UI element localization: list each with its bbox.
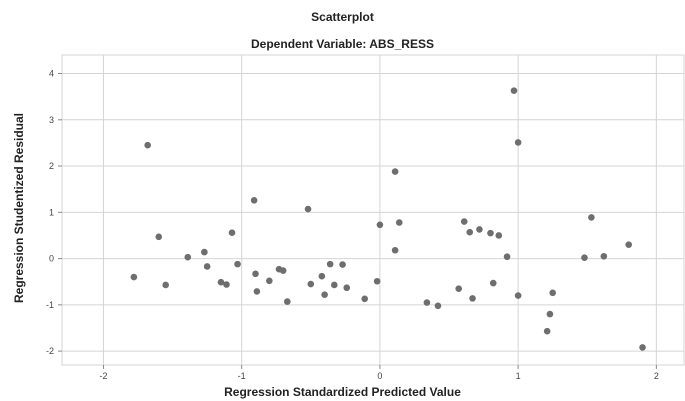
data-point	[330, 281, 338, 289]
data-point	[625, 241, 633, 249]
data-point	[253, 288, 261, 295]
data-point	[434, 302, 442, 310]
data-point	[495, 232, 503, 239]
y-tick-label: 4	[49, 69, 54, 79]
x-axis-label: Regression Standardized Predicted Value	[224, 385, 461, 399]
data-point	[549, 289, 556, 297]
data-point	[252, 270, 259, 278]
data-point	[326, 260, 334, 268]
y-tick-label: 1	[49, 207, 54, 217]
data-point	[489, 279, 497, 287]
chart-title: Scatterplot	[311, 10, 374, 24]
data-point	[284, 298, 291, 305]
y-tick-label: -1	[46, 300, 54, 310]
data-point	[250, 196, 258, 204]
data-point	[600, 252, 608, 260]
data-points	[130, 87, 646, 351]
data-point	[162, 281, 169, 289]
data-point	[391, 246, 399, 254]
data-point	[339, 261, 346, 268]
data-point	[466, 228, 474, 236]
data-point	[455, 285, 462, 292]
data-point	[423, 299, 431, 306]
data-point	[391, 168, 399, 175]
data-point	[510, 87, 518, 94]
data-point	[318, 272, 326, 280]
y-axis-label: Regression Studentized Residual	[12, 112, 26, 304]
data-point	[266, 277, 273, 285]
data-point	[130, 273, 138, 281]
data-point	[376, 221, 384, 229]
data-point	[588, 214, 595, 221]
data-point	[184, 253, 192, 261]
data-point	[223, 281, 230, 288]
data-point	[361, 295, 369, 303]
data-point	[460, 218, 468, 225]
y-tick-label: 3	[49, 115, 54, 125]
x-tick-label: -2	[99, 371, 107, 381]
data-point	[581, 254, 588, 261]
tick-labels: -2 -1 0 1 2 -2 -1 0 1 2 3 4	[46, 69, 659, 381]
data-point	[234, 260, 241, 268]
x-tick-label: 1	[516, 371, 521, 381]
data-point	[321, 291, 328, 298]
plot-area	[61, 54, 685, 366]
data-point	[201, 248, 208, 256]
data-point	[373, 277, 381, 285]
x-tick-label: -1	[238, 371, 246, 381]
data-point	[514, 292, 522, 299]
data-point	[543, 327, 551, 335]
data-point	[395, 219, 403, 226]
data-point	[217, 278, 225, 286]
data-point	[487, 229, 494, 237]
data-point	[155, 233, 163, 241]
data-point	[639, 344, 646, 351]
x-tick-label: 0	[377, 371, 382, 381]
data-point	[144, 141, 151, 149]
data-point	[546, 310, 554, 318]
data-point	[203, 263, 211, 270]
gridlines	[58, 55, 684, 369]
data-point	[476, 226, 483, 233]
data-point	[228, 229, 236, 236]
y-tick-label: -2	[46, 346, 54, 356]
chart-subtitle: Dependent Variable: ABS_RESS	[251, 37, 434, 51]
y-tick-label: 2	[49, 161, 54, 171]
data-point	[343, 284, 351, 292]
x-tick-label: 2	[654, 371, 659, 381]
data-point	[503, 253, 511, 261]
data-point	[304, 205, 312, 213]
y-tick-label: 0	[49, 254, 54, 264]
data-point	[514, 139, 522, 146]
data-point	[469, 295, 476, 302]
data-point	[279, 267, 287, 274]
data-point	[307, 280, 315, 288]
